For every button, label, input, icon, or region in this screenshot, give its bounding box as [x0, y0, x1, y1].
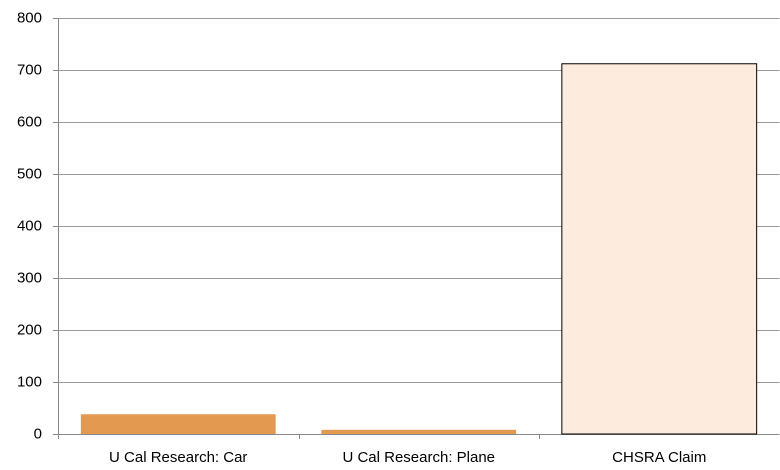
y-tick-label: 600	[17, 113, 42, 130]
bar	[80, 414, 276, 434]
x-tick-label: CHSRA Claim	[612, 449, 706, 466]
y-tick-label: 500	[17, 165, 42, 182]
bar	[321, 429, 517, 434]
y-tick-label: 700	[17, 61, 42, 78]
y-tick-label: 200	[17, 321, 42, 338]
y-tick-label: 300	[17, 269, 42, 286]
y-tick-label: 100	[17, 373, 42, 390]
y-tick-label: 400	[17, 217, 42, 234]
bar	[561, 63, 758, 435]
x-tick-label: U Cal Research: Plane	[342, 449, 495, 466]
y-tick-label: 800	[17, 9, 42, 26]
x-tick-label: U Cal Research: Car	[109, 449, 247, 466]
y-tick-label: 0	[34, 425, 42, 442]
